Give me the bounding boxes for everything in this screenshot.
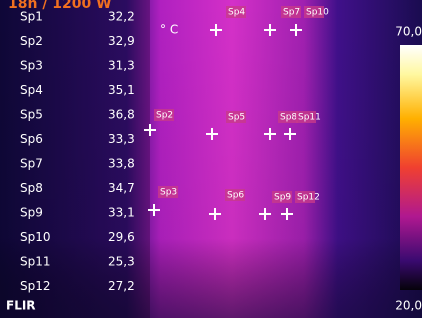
spot-label: Sp1 <box>20 10 43 24</box>
marker-label: Sp6 <box>227 191 244 201</box>
marker-label: Sp4 <box>228 8 245 18</box>
spot-value: 33,3 <box>108 132 135 146</box>
marker-label: Sp10 <box>306 8 329 18</box>
marker-label: Sp3 <box>160 188 177 198</box>
marker-label: Sp9 <box>274 193 291 203</box>
spot-value: 33,1 <box>108 206 135 220</box>
marker-label: Sp7 <box>283 8 300 18</box>
spot-label: Sp10 <box>20 230 51 244</box>
marker-label: Sp12 <box>297 193 320 203</box>
unit: ° C <box>160 23 178 37</box>
spot-label: Sp11 <box>20 255 51 269</box>
scale-max: 70,0 <box>395 25 422 39</box>
spot-label: Sp8 <box>20 181 43 195</box>
logo: FLIR <box>6 299 36 313</box>
spot-value: 35,1 <box>108 83 135 97</box>
spot-value: 34,7 <box>108 181 135 195</box>
spot-label: Sp3 <box>20 59 43 73</box>
spot-label: Sp9 <box>20 206 43 220</box>
spot-value: 32,2 <box>108 10 135 24</box>
thermal-screenshot: 18h / 1200 W ° C 70,0 20,0 FLIR Sp132,2S… <box>0 0 422 318</box>
spot-label: Sp5 <box>20 108 43 122</box>
marker-label: Sp5 <box>228 113 245 123</box>
spot-value: 32,9 <box>108 34 135 48</box>
spot-label: Sp4 <box>20 83 43 97</box>
marker-label: Sp2 <box>156 111 173 121</box>
marker-label: Sp8 <box>280 113 297 123</box>
spot-value: 31,3 <box>108 59 135 73</box>
scale-min: 20,0 <box>395 299 422 313</box>
spot-value: 36,8 <box>108 108 135 122</box>
spot-value: 29,6 <box>108 230 135 244</box>
spot-label: Sp7 <box>20 157 43 171</box>
spot-label: Sp2 <box>20 34 43 48</box>
marker-label: Sp11 <box>298 113 321 123</box>
color-scale <box>400 45 422 290</box>
spot-value: 25,3 <box>108 255 135 269</box>
spot-value: 27,2 <box>108 279 135 293</box>
spot-label: Sp12 <box>20 279 51 293</box>
spot-value: 33,8 <box>108 157 135 171</box>
spot-label: Sp6 <box>20 132 43 146</box>
